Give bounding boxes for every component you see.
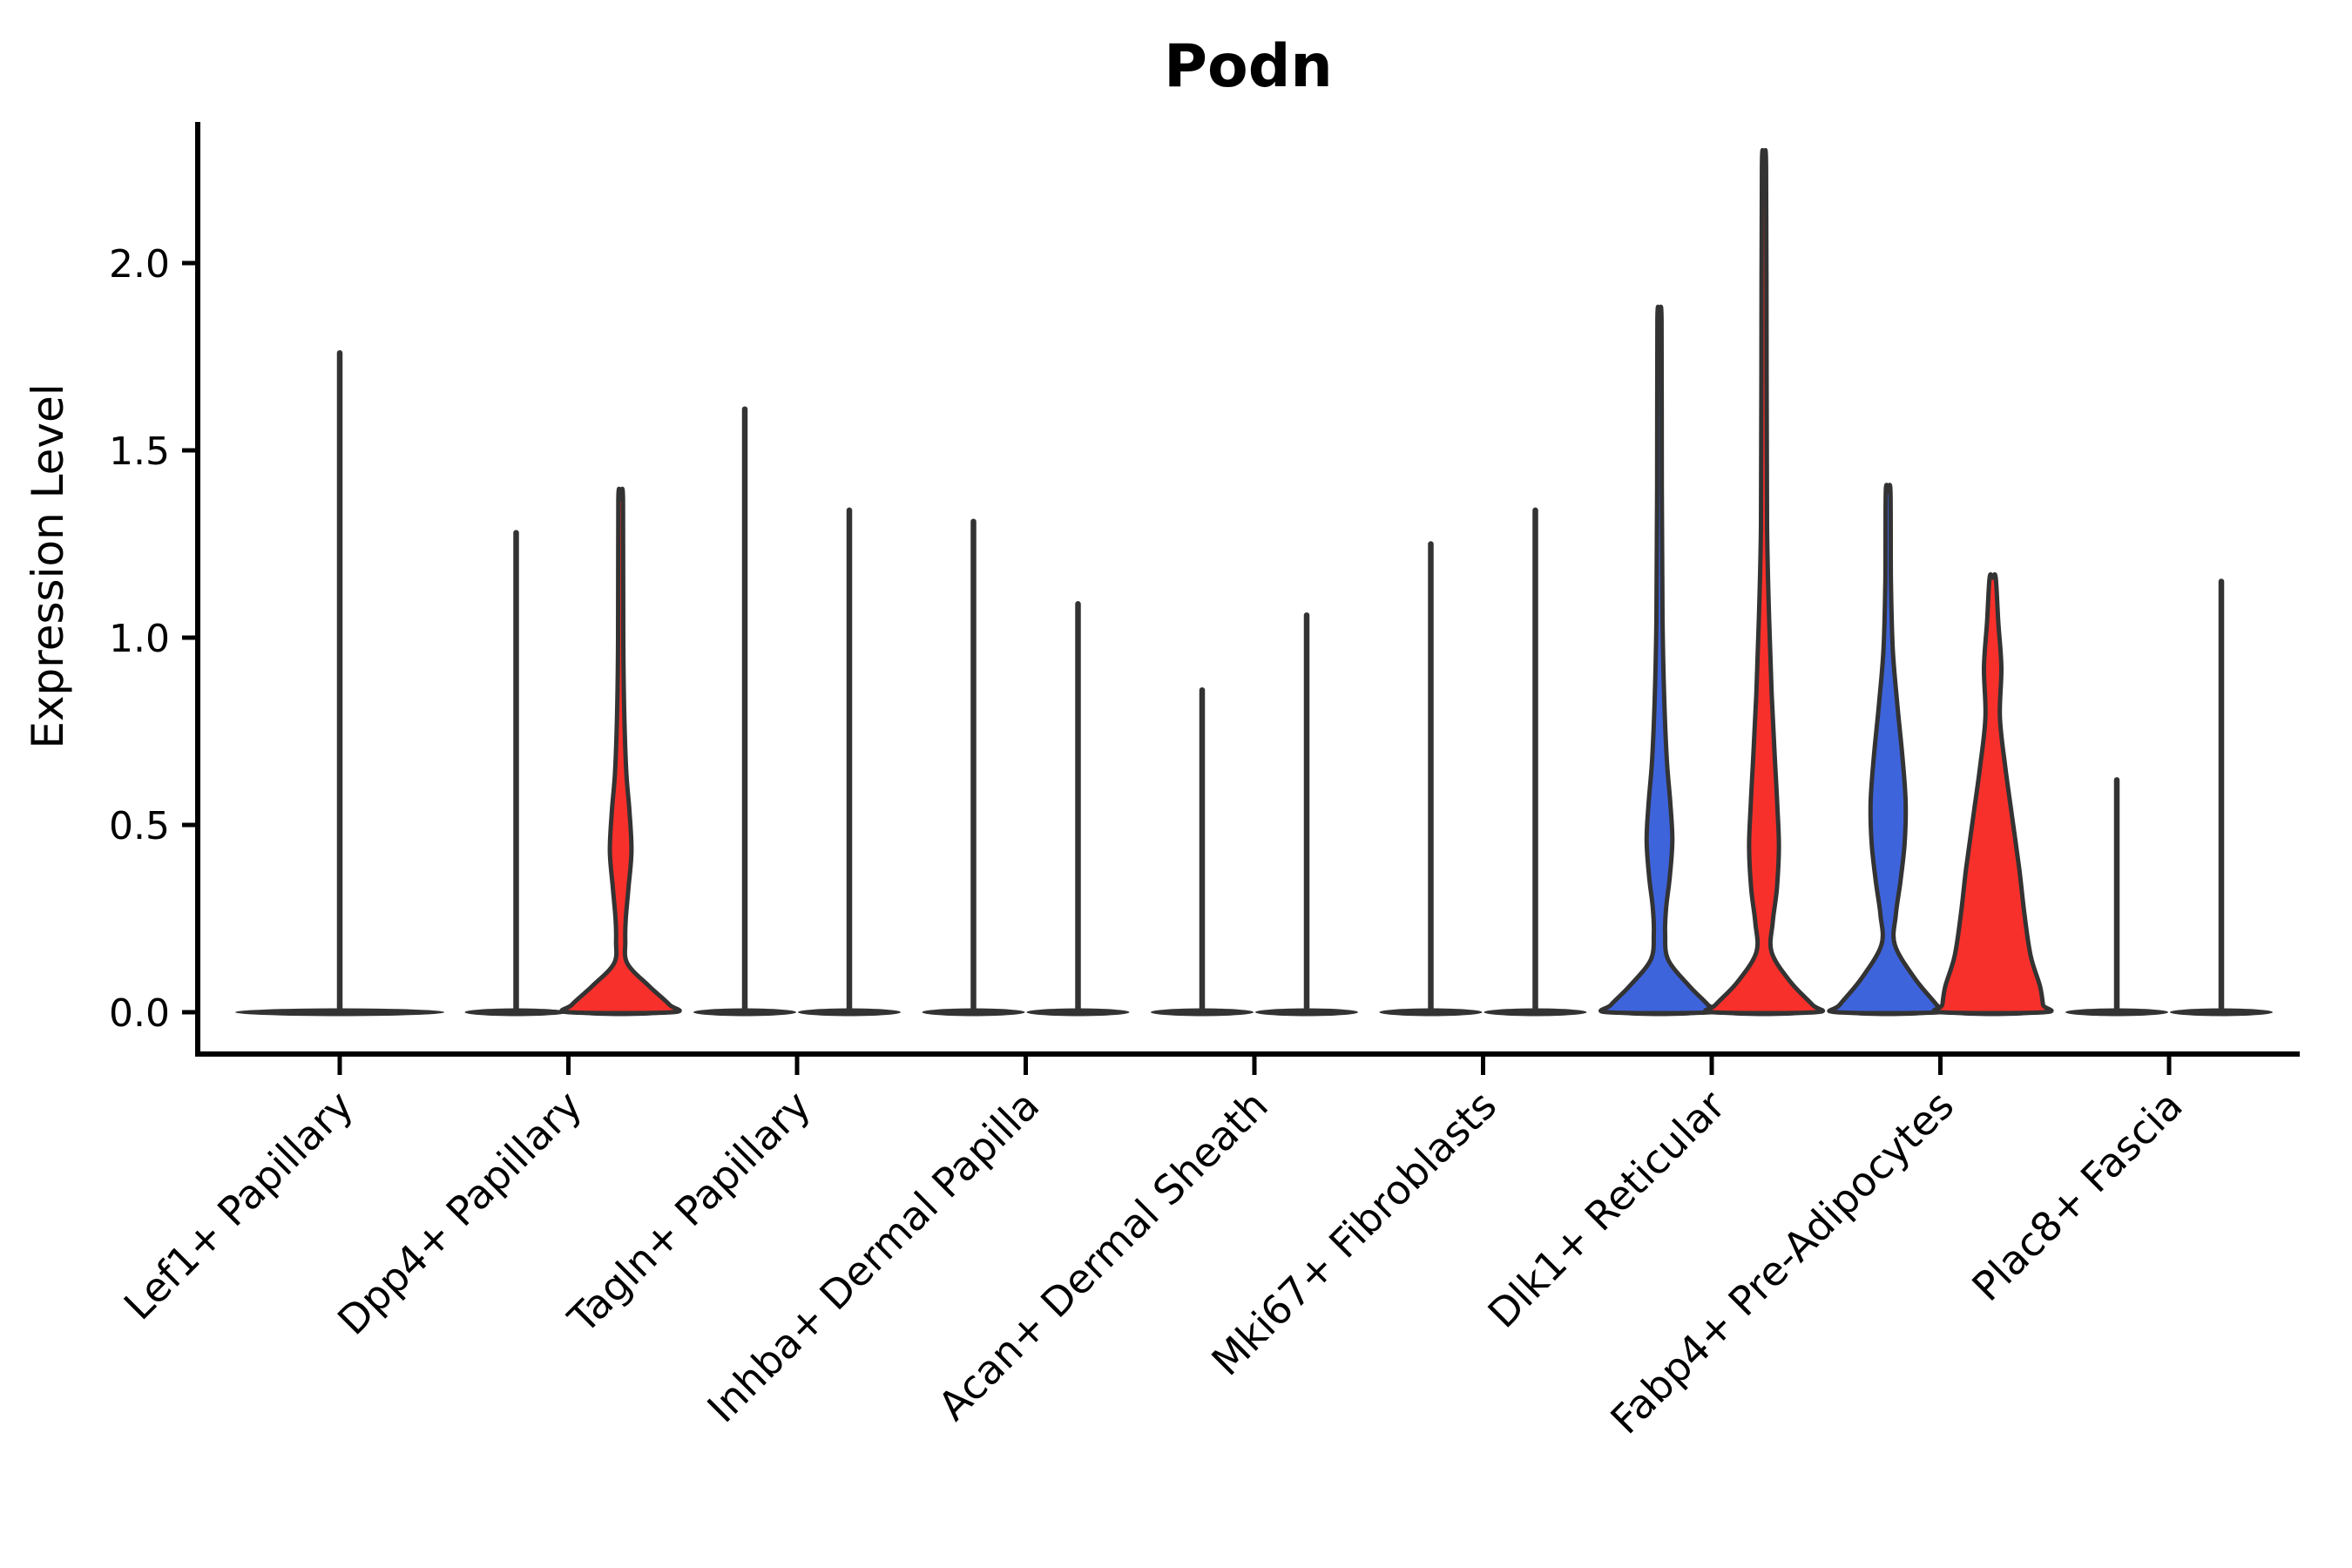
violin-body-condition2 [1702, 147, 1826, 1016]
x-axis-tick-label: Tagln+ Papillary [558, 1082, 820, 1343]
x-axis-tick-label: Dpp4+ Papillary [328, 1082, 591, 1344]
y-axis-label: Expression Level [23, 383, 73, 748]
y-axis-tick-label: 1.5 [109, 429, 170, 474]
violin-body-condition2 [559, 486, 682, 1016]
y-axis-tick-label: 1.0 [109, 617, 170, 661]
y-axis-tick-label: 2.0 [109, 242, 170, 287]
plot-title: Podn [1164, 32, 1333, 101]
violin-body-condition1 [1598, 304, 1720, 1016]
x-axis-tick-label: Lef1+ Papillary [115, 1082, 362, 1329]
x-axis-tick-label: Plac8+ Fascia [1963, 1082, 2191, 1310]
x-axis-tick-label: Dlk1+ Reticular [1479, 1082, 1734, 1337]
violin-body-condition2 [1931, 571, 2054, 1016]
y-axis-tick-label: 0.0 [109, 991, 170, 1036]
violin-body-condition1 [1827, 483, 1950, 1016]
y-axis-tick-label: 0.5 [109, 804, 170, 848]
